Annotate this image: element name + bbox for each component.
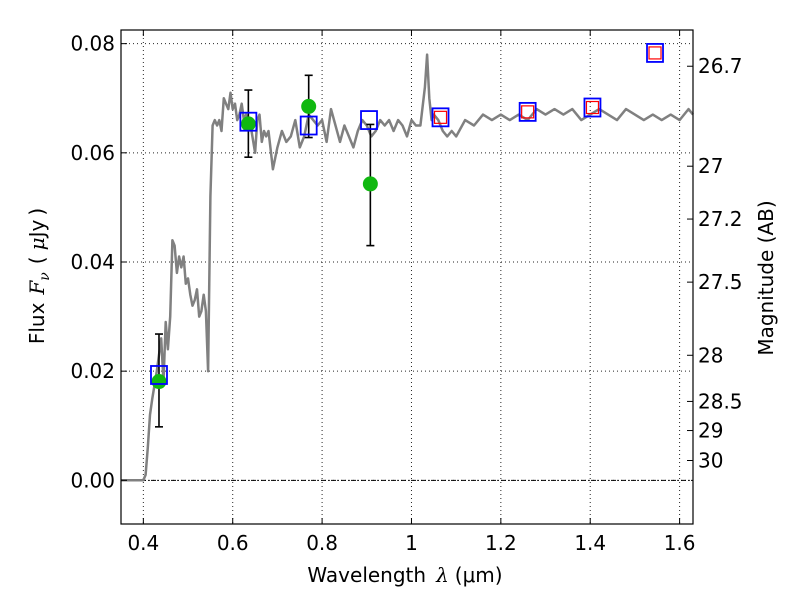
x-axis-title-unit: (μm)	[455, 563, 503, 587]
y-tick-label: 0.02	[70, 359, 115, 383]
observed-point	[301, 98, 317, 114]
observed-point	[240, 116, 256, 132]
y2-tick-label: 26.7	[698, 54, 743, 78]
limit-square	[648, 46, 662, 60]
x-tick-label: 1	[405, 531, 418, 555]
x-axis-title-text: Wavelength	[307, 563, 426, 587]
limit-square	[433, 110, 448, 124]
y2-tick-label: 28	[698, 343, 723, 367]
model-band-square	[239, 111, 258, 132]
spectrum-layer	[121, 53, 694, 482]
model-band-square	[518, 101, 537, 122]
x-axis-title: Wavelength λ (μm)	[307, 563, 502, 587]
y2-tick-label: 27.2	[698, 207, 743, 231]
limit-square	[521, 105, 535, 119]
x-tick-label: 1.2	[485, 531, 517, 555]
y-axis-title-subscript: ν	[37, 272, 53, 281]
y2-tick-label: 27	[698, 154, 723, 178]
y-tick-label: 0.00	[70, 468, 115, 492]
y2-tick-label: 28.5	[698, 389, 743, 413]
y-axis-title-unit: Jy	[25, 219, 49, 239]
y-axis-title: Flux Fν ( μJy)	[25, 208, 53, 344]
model-band-square	[360, 110, 378, 130]
x-tick-label: 1.4	[574, 531, 606, 555]
grid-layer	[121, 30, 693, 524]
observed-layer	[151, 98, 378, 390]
x-tick-label: 1.6	[664, 531, 696, 555]
model-band-square	[431, 107, 450, 128]
y-axis-title-close: )	[25, 208, 49, 216]
x-tick-label: 0.8	[306, 531, 338, 555]
observed-point	[362, 176, 378, 192]
model-spectrum-line	[121, 53, 694, 482]
plot-frame	[120, 29, 694, 525]
y2-tick-label: 30	[698, 449, 723, 473]
y-axis-title-mu: μ	[25, 237, 49, 250]
y-axis-title-symbol: F	[25, 280, 49, 296]
model-band-square	[150, 365, 168, 385]
x-tick-label: 0.6	[217, 531, 249, 555]
tick-layer: 0.4 0.6 0.8 1 1.2 1.4 1.6 0.00 0.02 0.04 0.06 0.08 2…	[70, 30, 743, 555]
y-tick-label: 0.06	[70, 141, 115, 165]
y2-tick-label: 29	[698, 419, 723, 443]
errorbar-layer	[154, 74, 375, 428]
limit-square-layer	[433, 46, 662, 124]
x-tick-label: 0.4	[127, 531, 159, 555]
model-square-layer	[150, 43, 664, 385]
y2-tick-label: 27.5	[698, 270, 743, 294]
y-tick-label: 0.04	[70, 250, 115, 274]
model-band-square	[646, 43, 664, 63]
observed-point	[151, 374, 167, 390]
y-axis-title-text: Flux	[25, 302, 49, 344]
y-axis-title-open: (	[25, 256, 49, 264]
y-tick-label: 0.08	[70, 32, 115, 56]
limit-square	[585, 100, 600, 115]
y2-axis-title: Magnitude (AB)	[754, 200, 778, 355]
model-band-square	[583, 97, 602, 118]
model-band-square	[299, 115, 318, 136]
x-axis-title-symbol: λ	[435, 563, 449, 587]
